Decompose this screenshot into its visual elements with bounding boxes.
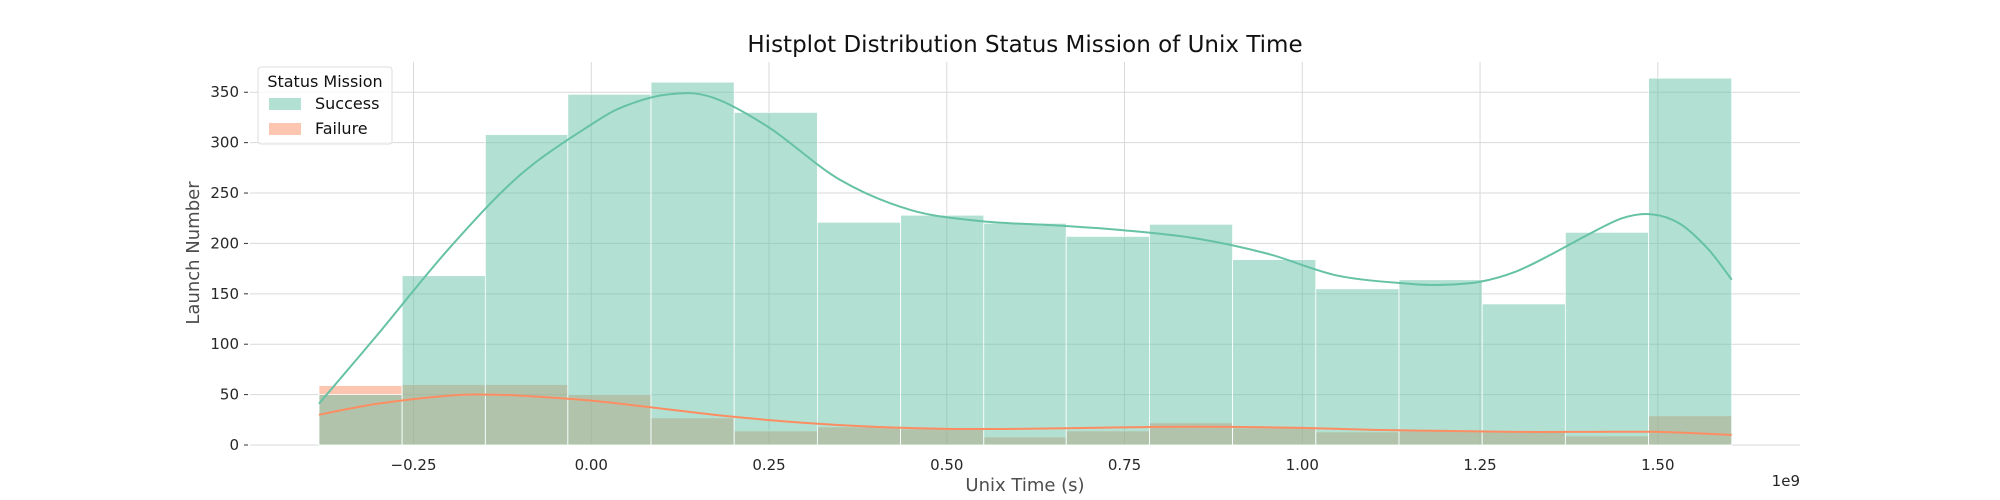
y-tick-label: 350 [210,83,239,101]
kde-line-failure [318,393,1732,436]
histogram-bar-success [733,111,818,446]
histogram-bar-success [1398,279,1483,446]
histogram-bar-success [484,134,569,446]
histogram-bar-success [650,81,735,446]
legend-label-success: Success [315,94,379,113]
y-tick-label: 100 [210,335,239,353]
chart-title: Histplot Distribution Status Mission of … [747,32,1302,58]
y-tick-label: 0 [229,436,239,454]
ticks-layer: 0 50 100 150 200 250 300 350 −0.25 0.00 0.25 0.50 0.… [210,83,1674,474]
y-tick-label: 250 [210,184,239,202]
y-tick-label: 150 [210,285,239,303]
x-tick-label: 1.00 [1286,456,1319,474]
histogram-bar-success [1564,231,1649,446]
x-axis-label: Unix Time (s) [965,475,1084,496]
legend-swatch-success [269,98,301,110]
histogram-bar-success [1149,223,1234,446]
x-tick-label: 1.50 [1641,456,1674,474]
legend-swatch-failure [269,123,301,135]
x-tick-label: 0.50 [930,456,963,474]
x-tick-label: 0.75 [1108,456,1141,474]
x-tick-label: −0.25 [391,456,437,474]
y-axis-label: Launch Number [183,181,204,325]
legend-title: Status Mission [267,72,382,91]
success-bars [318,77,1733,446]
histogram-bar-success [1481,303,1566,446]
legend-label-failure: Failure [315,119,368,138]
histogram-bar-success [401,275,486,446]
x-tick-label: 0.25 [752,456,785,474]
histogram-bar-success [1232,259,1317,446]
x-tick-label: 0.00 [575,456,608,474]
histogram-bar-success [567,93,652,446]
kde-line-success [318,92,1733,405]
x-offset-label: 1e9 [1772,472,1800,490]
histogram-bar-success [1315,288,1400,446]
y-tick-label: 50 [220,386,239,404]
y-tick-label: 200 [210,234,239,252]
histogram-bar-success [1065,235,1150,446]
histogram-bar-success [983,222,1067,446]
kde-layer [318,92,1733,436]
histogram-bar-success [900,214,985,446]
legend: Status Mission Success Failure [257,66,393,145]
y-tick-label: 300 [210,134,239,152]
x-tick-label: 1.25 [1463,456,1496,474]
histogram-bar-success [816,221,901,446]
